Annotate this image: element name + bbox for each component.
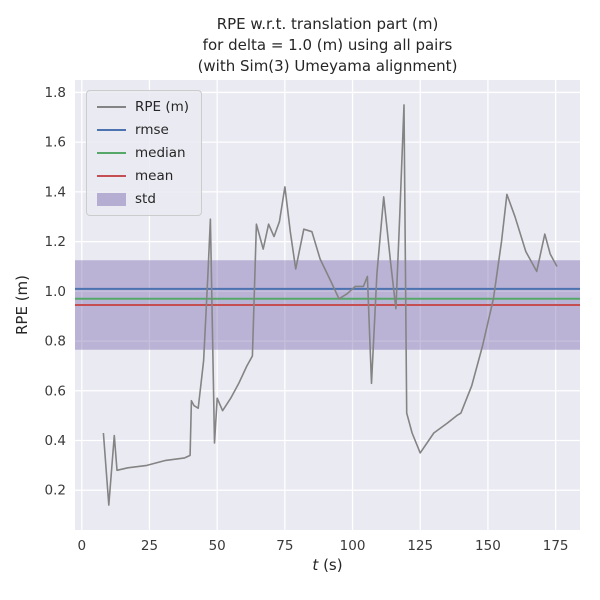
legend-item-median: median [97,145,189,161]
legend-label: rmse [135,122,169,138]
y-tick-label: 1.2 [45,234,66,250]
y-tick-label: 0.8 [45,334,66,350]
legend: RPE (m) rmse median mean std [86,90,203,216]
y-tick-label: 0.6 [45,383,66,399]
legend-label: RPE (m) [135,99,190,115]
legend-line-swatch [97,106,126,108]
y-tick-label: 1.0 [45,284,66,300]
chart-title-line-2: for delta = 1.0 (m) using all pairs [202,36,453,54]
legend-line-swatch [97,152,126,154]
x-tick-label: 125 [407,538,433,554]
y-tick-label: 1.4 [45,184,66,200]
legend-line-swatch [97,129,126,131]
y-tick-label: 0.4 [45,433,66,449]
legend-item-rmse: rmse [97,122,189,138]
legend-label: std [135,191,156,207]
x-axis-label-unit: (s) [318,556,343,574]
x-tick-label: 0 [77,538,86,554]
x-axis-label-var: t [312,556,319,574]
y-tick-labels: 0.2 0.4 0.6 0.8 1.0 1.2 1.4 1.6 1.8 [45,85,66,499]
x-tick-label: 150 [475,538,501,554]
x-tick-label: 25 [141,538,158,554]
y-axis-label: RPE (m) [13,274,31,336]
x-tick-label: 175 [543,538,569,554]
chart-title: RPE w.r.t. translation part (m) for delt… [75,14,580,77]
legend-label: mean [135,168,174,184]
legend-patch-swatch [97,192,126,206]
x-axis-label: t (s) [75,556,580,574]
legend-item-mean: mean [97,168,189,184]
legend-item-rpe-m: RPE (m) [97,99,189,115]
x-tick-label: 50 [209,538,226,554]
chart-title-line-1: RPE w.r.t. translation part (m) [216,15,439,33]
x-tick-label: 75 [276,538,293,554]
y-tick-label: 1.8 [45,85,66,101]
y-tick-label: 0.2 [45,483,66,499]
legend-item-std: std [97,191,189,207]
y-tick-label: 1.6 [45,135,66,151]
legend-line-swatch [97,175,126,177]
legend-label: median [135,145,186,161]
x-tick-label: 100 [340,538,366,554]
x-tick-labels: 0 25 50 75 100 125 150 175 [77,538,568,554]
chart-title-line-3: (with Sim(3) Umeyama alignment) [197,57,458,75]
rpe-line [102,104,558,506]
